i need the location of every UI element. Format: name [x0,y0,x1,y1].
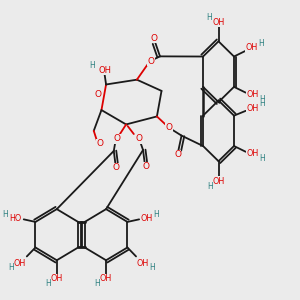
Text: H: H [153,210,159,219]
Text: O: O [113,134,120,143]
Text: H: H [259,154,265,163]
Text: OH: OH [246,149,259,158]
Text: OH: OH [212,18,225,27]
Text: O: O [142,162,149,171]
Text: OH: OH [212,177,225,186]
Text: OH: OH [99,274,112,283]
Text: OH: OH [140,214,153,223]
Text: OH: OH [246,90,259,99]
Text: H: H [149,263,155,272]
Text: H: H [45,279,51,288]
Text: O: O [147,57,154,66]
Text: O: O [150,34,157,43]
Text: H: H [94,279,100,288]
Text: O: O [174,150,181,159]
Text: OH: OH [14,259,26,268]
Text: H: H [89,61,95,70]
Text: O: O [166,123,173,132]
Text: HO: HO [9,214,22,223]
Text: H: H [259,99,265,108]
Text: H: H [206,13,212,22]
Text: O: O [96,139,103,148]
Text: H: H [259,95,265,104]
Text: H: H [8,263,14,272]
Text: OH: OH [50,274,62,283]
Text: H: H [207,182,213,190]
Text: OH: OH [137,259,149,268]
Text: OH: OH [246,43,258,52]
Text: H: H [258,39,264,48]
Text: O: O [113,164,120,172]
Text: OH: OH [246,104,259,113]
Text: H: H [2,210,8,219]
Text: O: O [136,134,142,143]
Text: O: O [95,90,102,99]
Text: OH: OH [98,66,111,75]
